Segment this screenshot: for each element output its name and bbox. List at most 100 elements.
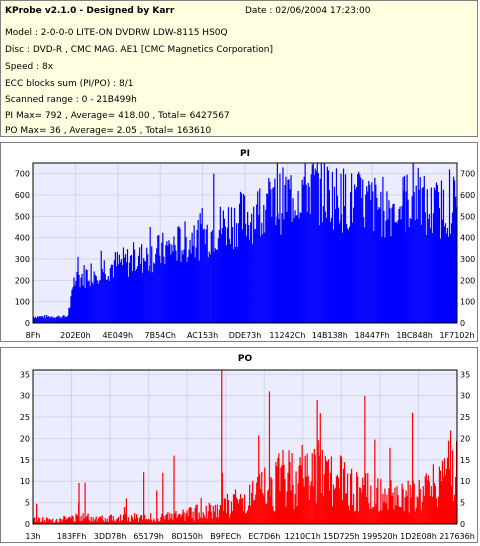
data-bar: [317, 440, 319, 524]
data-bar: [44, 519, 46, 524]
data-bar: [168, 520, 170, 524]
data-bar: [210, 511, 212, 524]
data-bar: [140, 264, 142, 323]
data-bar: [420, 510, 422, 524]
data-bar: [121, 520, 124, 524]
data-bar: [94, 274, 96, 323]
data-bar: [322, 495, 324, 524]
data-bar: [370, 485, 372, 524]
data-bar: [142, 272, 144, 323]
data-bar: [362, 477, 364, 524]
data-bar: [217, 517, 219, 524]
data-bar: [213, 511, 215, 524]
data-bar: [288, 179, 290, 323]
data-bar: [424, 212, 426, 323]
data-bar: [391, 207, 393, 323]
data-bar: [367, 191, 369, 323]
x-tick-label: 8Fh: [26, 331, 41, 340]
data-bar: [352, 222, 354, 323]
data-bar: [71, 289, 73, 323]
data-bar: [205, 505, 207, 524]
data-bar: [226, 227, 229, 323]
data-bar: [209, 504, 211, 524]
data-bar: [173, 236, 175, 323]
data-bar: [259, 474, 261, 524]
data-bar: [43, 317, 45, 323]
data-bar: [209, 254, 211, 323]
data-bar: [303, 486, 305, 524]
data-bar: [128, 262, 131, 323]
data-bar: [202, 229, 204, 323]
data-bar: [443, 458, 446, 524]
data-bar: [50, 519, 52, 524]
data-bar: [447, 440, 450, 524]
data-bar: [178, 513, 180, 524]
data-bar: [202, 512, 204, 524]
data-bar: [34, 517, 36, 524]
data-bar: [418, 189, 420, 323]
y-tick-label-left: 400: [15, 234, 30, 243]
data-bar: [405, 191, 407, 323]
data-bar: [217, 238, 219, 323]
data-bar: [263, 204, 265, 323]
data-bar: [444, 223, 447, 323]
data-bar: [318, 456, 320, 524]
data-bar: [305, 184, 307, 323]
data-bar-peak: [125, 498, 127, 524]
data-bar: [223, 218, 226, 323]
data-bar: [347, 229, 350, 323]
data-bar: [331, 171, 334, 323]
data-bar: [332, 484, 335, 524]
x-tick-label: 1D2E08h: [400, 532, 437, 541]
y-tick-label-left: 30: [20, 392, 30, 401]
data-bar: [234, 489, 237, 524]
data-bar: [396, 486, 398, 524]
data-bar: [446, 227, 449, 323]
data-bar: [158, 235, 160, 323]
data-bar: [298, 218, 300, 323]
data-bar-peak: [276, 163, 278, 323]
data-bar: [435, 182, 438, 323]
data-bar: [242, 511, 245, 524]
data-bar: [407, 480, 409, 524]
data-bar: [253, 500, 255, 524]
data-bar: [218, 230, 220, 323]
data-bar: [141, 244, 143, 323]
data-bar: [285, 176, 287, 323]
data-bar: [207, 511, 209, 524]
data-bar: [137, 521, 140, 524]
data-bar: [399, 507, 401, 524]
data-bar: [431, 496, 433, 524]
data-bar: [240, 193, 243, 323]
data-bar: [317, 173, 319, 323]
data-bar: [96, 521, 98, 524]
data-bar: [337, 477, 340, 524]
y-tick-label-left: 0: [25, 319, 30, 328]
data-bar: [188, 249, 190, 323]
range-line: Scanned range : 0 - 21B499h: [5, 95, 137, 105]
data-bar: [69, 516, 71, 524]
data-bar: [417, 167, 419, 323]
data-bar: [259, 188, 261, 323]
data-bar: [236, 247, 239, 323]
data-bar: [184, 520, 186, 524]
data-bar: [417, 497, 419, 524]
data-bar: [84, 482, 86, 524]
data-bar: [270, 476, 272, 524]
data-bar: [63, 315, 65, 323]
data-bar: [144, 260, 146, 323]
data-bar: [268, 177, 270, 323]
data-bar: [395, 221, 397, 323]
data-bar: [42, 516, 44, 524]
data-bar: [366, 497, 368, 524]
data-bar: [327, 459, 329, 524]
data-bar: [348, 226, 351, 323]
data-bar: [92, 284, 94, 323]
data-bar: [261, 471, 263, 524]
data-bar: [77, 256, 79, 323]
data-bar: [434, 485, 436, 524]
data-series: [33, 370, 458, 524]
data-bar: [75, 513, 77, 524]
data-bar: [388, 488, 390, 524]
data-bar: [395, 505, 397, 524]
